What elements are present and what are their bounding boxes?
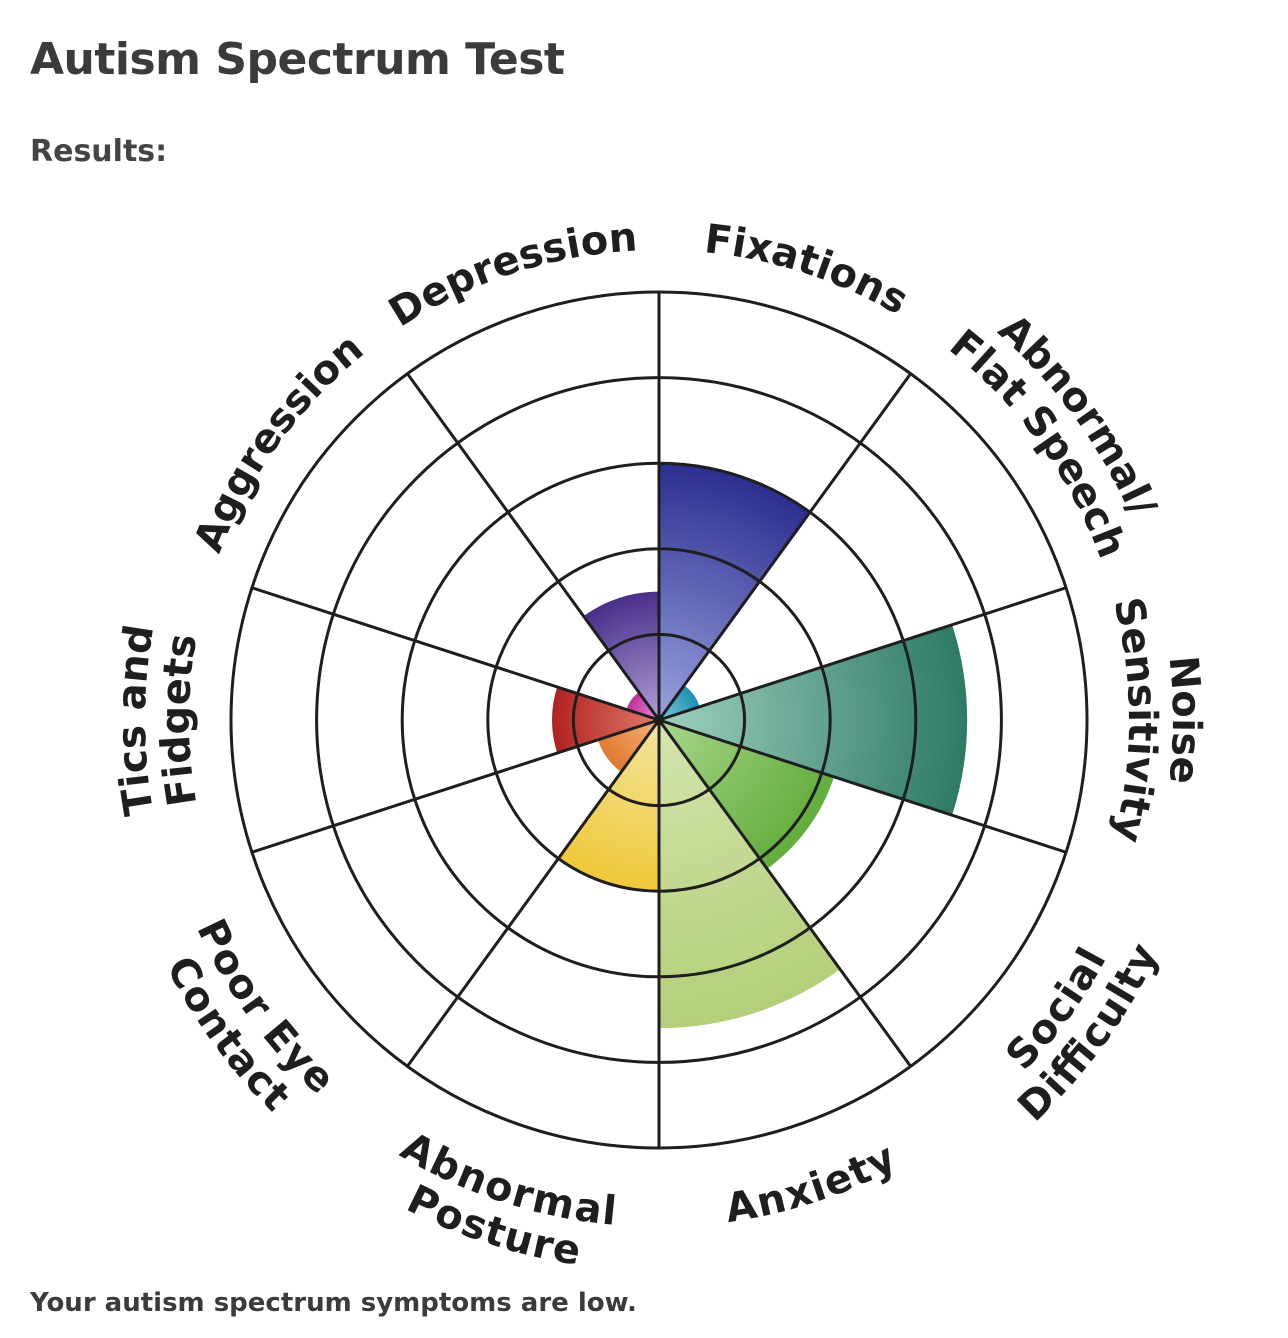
page-title: Autism Spectrum Test bbox=[30, 34, 565, 85]
category-label: Sensitivity bbox=[1104, 593, 1165, 847]
category-label: Fixations bbox=[702, 216, 916, 324]
sector-poor-eye-contact bbox=[597, 720, 659, 772]
grid-layer bbox=[229, 290, 1089, 1150]
grid-spoke bbox=[406, 719, 661, 1068]
label-anxiety: Anxiety bbox=[722, 1135, 903, 1232]
category-label: Noise bbox=[1159, 654, 1209, 786]
sectors-layer bbox=[552, 463, 968, 1029]
grid-spoke bbox=[658, 586, 1067, 722]
result-summary: Your autism spectrum symptoms are low. bbox=[30, 1288, 637, 1318]
sector-abnormal-posture bbox=[558, 720, 659, 892]
label-fixations: Fixations bbox=[702, 216, 916, 324]
sector-aggression bbox=[626, 692, 659, 720]
grid-spoke bbox=[251, 718, 660, 854]
sector-anxiety bbox=[659, 720, 841, 1029]
grid-spoke bbox=[657, 372, 912, 721]
grid-spoke bbox=[657, 719, 912, 1068]
sector-noise-sensitivity bbox=[659, 624, 968, 816]
category-label: Tics and bbox=[109, 622, 163, 819]
results-label: Results: bbox=[30, 134, 168, 169]
category-label: Anxiety bbox=[722, 1135, 903, 1232]
sector-fixations bbox=[659, 463, 810, 720]
grid-spoke bbox=[658, 718, 1067, 854]
sector-tics-and-fidgets bbox=[552, 686, 659, 754]
sector-depression bbox=[583, 591, 659, 720]
grid-spoke bbox=[406, 372, 661, 721]
label-abnormal-flat-speech: Abnormal/Flat Speech bbox=[941, 306, 1165, 564]
category-label: Fidgets bbox=[153, 631, 206, 810]
grid-spoke bbox=[251, 586, 660, 722]
sector-abnormal-flat-speech bbox=[659, 685, 700, 720]
